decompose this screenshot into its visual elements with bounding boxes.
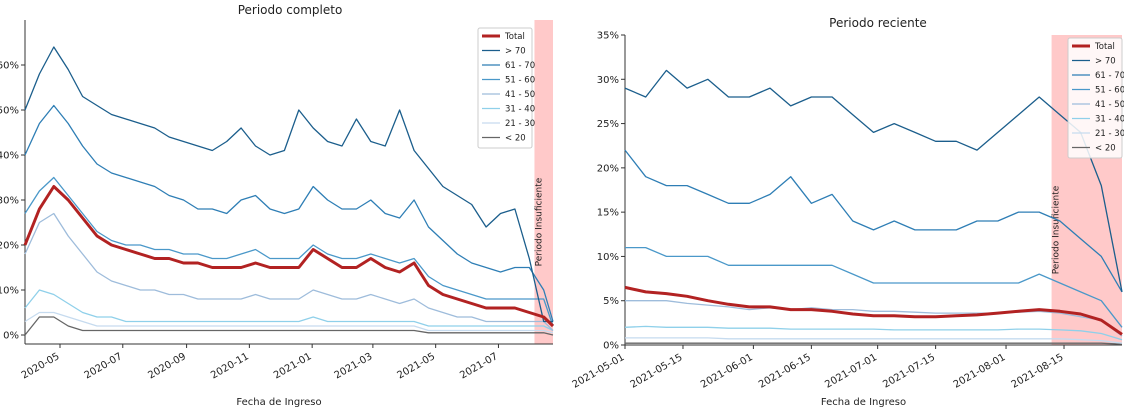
y-tick-label: 60% — [0, 61, 19, 72]
y-tick-label: 35% — [597, 31, 619, 42]
legend-box — [477, 27, 533, 149]
legend-label: 61 - 70 — [1095, 71, 1124, 81]
series-line — [24, 46, 553, 323]
series-line — [625, 300, 1123, 337]
x-tick-label: 2020-05 — [20, 351, 62, 381]
x-tick-label: 2021-06-01 — [699, 352, 755, 391]
y-tick-label: 0% — [603, 341, 619, 352]
series-line — [625, 337, 1123, 344]
legend-label: > 70 — [1095, 57, 1116, 67]
shaded-region-label: Periodo Insuficiente — [1052, 185, 1062, 274]
shaded-region-label: Periodo Insuficiente — [534, 177, 544, 266]
legend-label: > 70 — [505, 47, 526, 57]
x-tick-label: 2021-03 — [333, 351, 375, 381]
series-line — [24, 176, 554, 327]
y-tick-label: 40% — [0, 151, 19, 162]
series-line — [624, 325, 1123, 341]
x-tick-label: 2021-06-15 — [757, 352, 813, 391]
legend-label: 51 - 60 — [505, 76, 535, 86]
x-tick-label: 2021-05-01 — [571, 352, 627, 391]
series-line — [24, 104, 554, 322]
x-tick-label: 2021-08-15 — [1010, 352, 1066, 391]
y-tick-label: 30% — [0, 196, 19, 207]
series-line — [625, 342, 1123, 345]
series-line — [624, 69, 1123, 293]
x-tick-label: 2021-01 — [272, 351, 314, 381]
series-line — [24, 289, 554, 332]
x-tick-label: 2020-07 — [83, 351, 125, 381]
x-tick-label: 2021-07 — [458, 351, 500, 381]
legend-label: 41 - 50 — [505, 90, 535, 100]
legend-label: < 20 — [505, 134, 526, 144]
series-line — [624, 285, 1123, 336]
subplot-title: Periodo reciente — [829, 16, 927, 30]
x-tick-label: 2021-05 — [395, 351, 437, 381]
legend-label: Total — [1094, 42, 1115, 52]
series-line — [23, 185, 555, 328]
x-tick-label: 2020-11 — [209, 351, 251, 381]
y-tick-label: 20% — [0, 241, 19, 252]
y-tick-label: 10% — [597, 252, 619, 263]
series-line — [24, 212, 554, 331]
legend-label: Total — [504, 32, 525, 42]
y-tick-label: 5% — [603, 296, 619, 307]
x-tick-label: 2021-07-01 — [823, 352, 879, 391]
series-line — [24, 311, 554, 334]
legend-label: 31 - 40 — [505, 105, 535, 115]
y-tick-label: 10% — [0, 286, 19, 297]
x-tick-label: 2020-09 — [146, 351, 188, 381]
legend-label: 21 - 30 — [1095, 129, 1124, 139]
legend-label: < 20 — [1095, 144, 1116, 154]
x-axis-label: Fecha de Ingreso — [236, 397, 321, 408]
subplot: Periodo reciente Periodo Insuficiente 0% 5%… — [571, 16, 1124, 408]
y-tick-label: 20% — [597, 163, 619, 174]
legend-label: 51 - 60 — [1095, 86, 1124, 96]
x-tick-label: 2021-05-15 — [629, 352, 685, 391]
x-tick-label: 2021-07-15 — [881, 352, 937, 391]
x-axis-label: Fecha de Ingreso — [821, 397, 906, 408]
legend-label: 41 - 50 — [1095, 100, 1124, 110]
legend-box — [1067, 37, 1123, 159]
y-tick-label: 30% — [597, 75, 619, 86]
legend-label: 31 - 40 — [1095, 115, 1124, 125]
y-tick-label: 0% — [3, 331, 19, 342]
series-line — [625, 246, 1123, 328]
subplot-title: Periodo completo — [238, 3, 343, 17]
subplot: Periodo completo Periodo Insuficiente 0% 10… — [0, 3, 555, 408]
y-tick-label: 25% — [597, 119, 619, 130]
y-tick-label: 15% — [597, 208, 619, 219]
legend-label: 61 - 70 — [505, 61, 535, 71]
series-line — [624, 149, 1123, 293]
shaded-region — [534, 20, 553, 344]
legend-label: 21 - 30 — [505, 119, 535, 129]
series-line — [24, 316, 554, 336]
y-tick-label: 50% — [0, 106, 19, 117]
x-tick-label: 2021-08-01 — [952, 352, 1008, 391]
